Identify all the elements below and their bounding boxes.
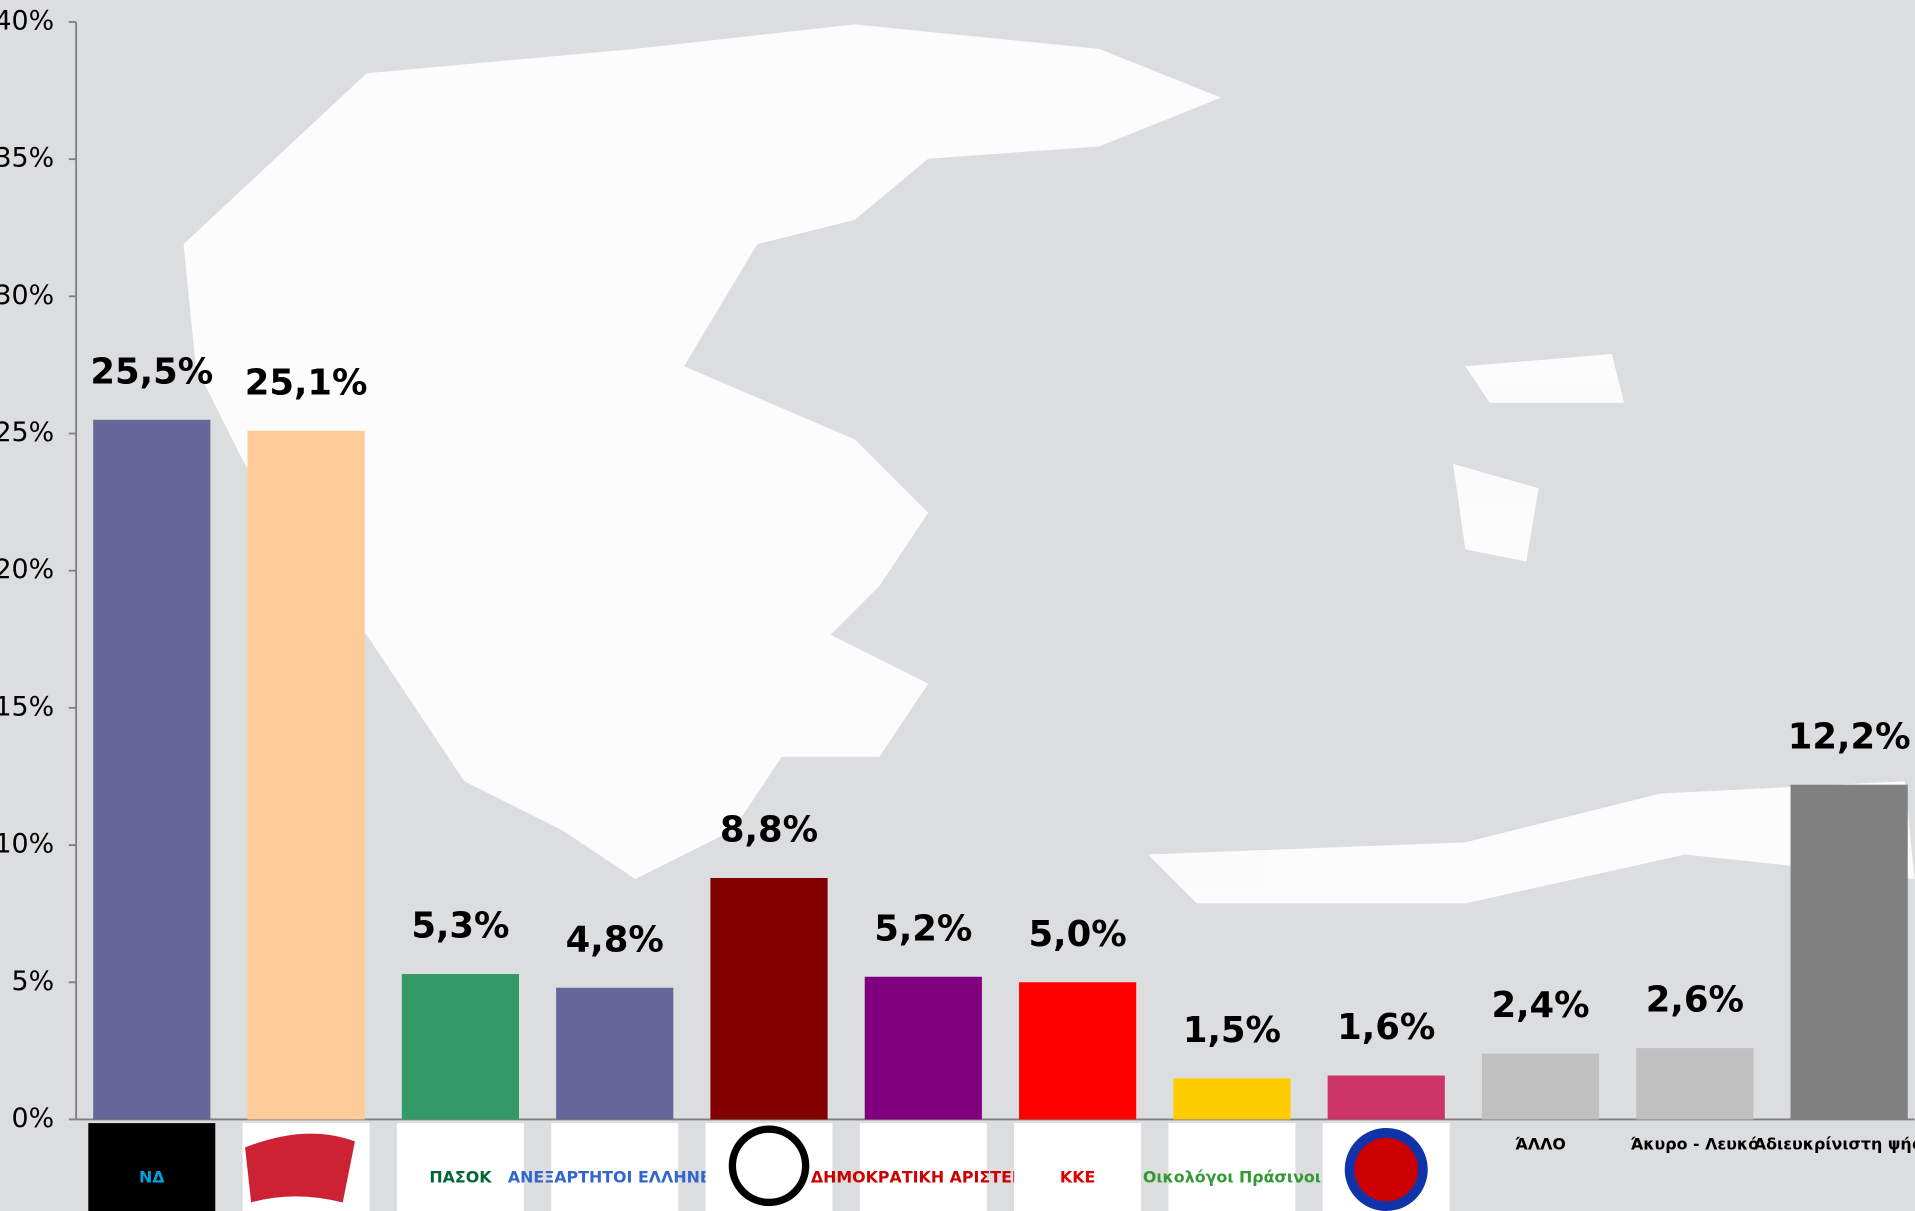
- logo-wreath: [728, 1125, 810, 1207]
- y-tick-label: 30%: [0, 280, 54, 311]
- bar: [1636, 1048, 1754, 1120]
- party-logo: [551, 1123, 679, 1211]
- y-tick-label: 0%: [12, 1103, 55, 1134]
- x-tick-label: ΝΔ: [139, 1168, 165, 1187]
- bar: [556, 987, 674, 1120]
- bar: [710, 877, 828, 1120]
- x-tick-label: Οικολόγοι Πράσινοι: [1143, 1168, 1321, 1187]
- map-decoration: [183, 24, 1915, 904]
- value-label: 2,6%: [1646, 980, 1744, 1021]
- party-logo: [396, 1123, 524, 1211]
- bar: [1019, 982, 1137, 1120]
- y-tick-label: 5%: [12, 966, 55, 997]
- x-tick-label: ΑΝΕΞΑΡΤΗΤΟΙ ΕΛΛΗΝΕΣ: [508, 1168, 722, 1187]
- y-tick-label: 25%: [0, 417, 54, 448]
- value-label: 4,8%: [566, 919, 664, 960]
- party-logo: [88, 1123, 216, 1211]
- bar: [93, 419, 211, 1120]
- bar: [1173, 1078, 1291, 1120]
- bar: [1327, 1075, 1445, 1120]
- value-label: 1,6%: [1337, 1007, 1435, 1048]
- value-label: 12,2%: [1788, 716, 1911, 757]
- party-logo: [1014, 1123, 1142, 1211]
- y-tick-label: 40%: [0, 5, 54, 36]
- value-label: 25,1%: [245, 362, 368, 403]
- x-tick-label: ΠΑΣΟΚ: [429, 1168, 492, 1187]
- party-logo: [859, 1123, 987, 1211]
- value-label: 1,5%: [1183, 1010, 1281, 1051]
- bar: [401, 974, 520, 1120]
- party-logo: [705, 1123, 833, 1211]
- y-tick-label: 15%: [0, 691, 54, 722]
- value-label: 8,8%: [720, 810, 818, 851]
- value-label: 2,4%: [1491, 985, 1589, 1026]
- x-tick-label: Άκυρο - Λευκό: [1631, 1135, 1760, 1154]
- x-tick-label: ΚΚΕ: [1060, 1168, 1095, 1187]
- x-tick-label: Αδιευκρίνιστη ψήφος: [1754, 1135, 1915, 1154]
- x-tick-label: ΔΗΜΟΚΡΑΤΙΚΗ ΑΡΙΣΤΕΡΑ: [811, 1168, 1037, 1187]
- bar: [1481, 1053, 1600, 1120]
- x-tick-label: ΆΛΛΟ: [1515, 1135, 1566, 1154]
- bar: [1790, 784, 1908, 1120]
- party-logo: [1168, 1123, 1296, 1211]
- logo-flag: [245, 1133, 355, 1203]
- bar: [864, 976, 982, 1120]
- y-tick-label: 20%: [0, 554, 54, 585]
- bar: [247, 430, 365, 1120]
- value-label: 5,2%: [874, 908, 972, 949]
- logo-circle: [1344, 1127, 1428, 1211]
- value-label: 25,5%: [90, 351, 213, 392]
- y-tick-label: 35%: [0, 143, 54, 174]
- value-label: 5,0%: [1029, 914, 1127, 955]
- value-label: 5,3%: [411, 906, 509, 947]
- y-tick-label: 10%: [0, 829, 54, 860]
